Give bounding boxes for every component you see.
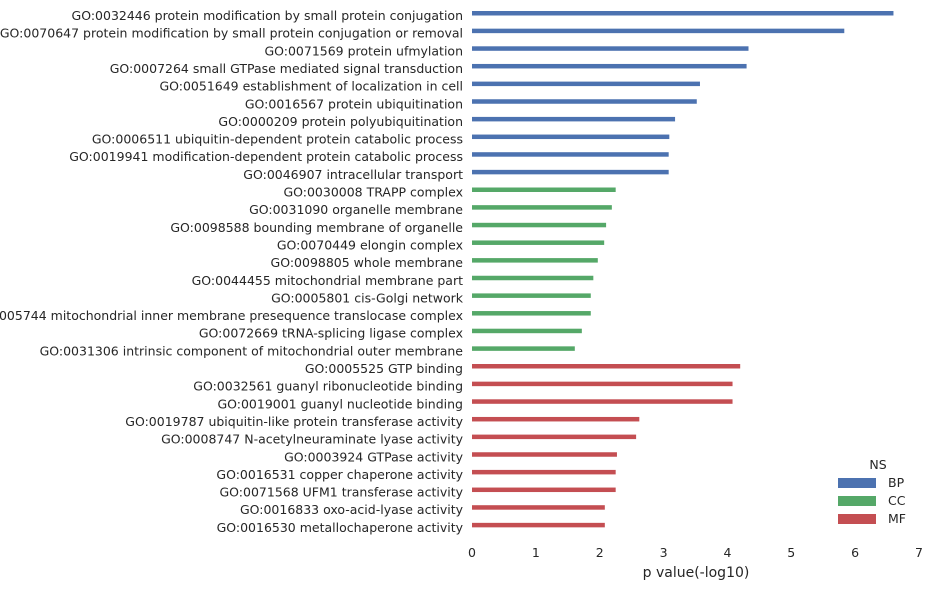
y-tick-label: GO:0070449 elongin complex	[277, 237, 463, 252]
y-tick-label: GO:0098588 bounding membrane of organell…	[170, 220, 463, 235]
x-tick-label: 0	[468, 545, 476, 560]
bar-bp	[472, 11, 894, 16]
y-tick-label: GO:0051649 establishment of localization…	[159, 79, 463, 94]
y-tick-label: GO:0000209 protein polyubiquitination	[218, 114, 463, 129]
y-tick-label: GO:0019001 guanyl nucleotide binding	[217, 396, 463, 411]
y-tick-label: GO:0032561 guanyl ribonucleotide binding	[193, 379, 463, 394]
y-tick-label: GO:0031090 organelle membrane	[249, 202, 463, 217]
bar-mf	[472, 469, 616, 475]
bar-mf	[472, 487, 616, 493]
bar-cc	[472, 187, 616, 192]
bar-cc	[472, 240, 605, 245]
y-tick-label: GO:0044455 mitochondrial membrane part	[192, 273, 463, 288]
bar-mf	[472, 434, 637, 440]
bar-bp	[472, 81, 700, 87]
bar-mf	[472, 505, 605, 510]
x-tick-label: 5	[787, 545, 795, 560]
y-tick-labels: GO:0032446 protein modification by small…	[0, 8, 464, 535]
x-tick-label: 1	[532, 545, 540, 560]
y-tick-label: GO:0031306 intrinsic component of mitoch…	[40, 343, 464, 358]
bar-bp	[472, 99, 697, 104]
legend: NS BP CC MF	[838, 457, 906, 526]
x-tick-label: 2	[596, 545, 604, 560]
bar-bp	[472, 63, 747, 69]
bar-bp	[472, 169, 669, 175]
y-tick-label: GO:0098805 whole membrane	[271, 255, 464, 270]
y-tick-label: GO:0016833 oxo-acid-lyase activity	[240, 502, 464, 517]
bar-bp	[472, 116, 676, 122]
legend-label-mf: MF	[888, 511, 906, 526]
bar-mf	[472, 399, 733, 404]
y-tick-label: GO:0008747 N-acetylneuraminate lyase act…	[161, 432, 464, 447]
x-tick-label: 3	[660, 545, 668, 560]
y-tick-label: GO:0072669 tRNA-splicing ligase complex	[199, 326, 463, 341]
bar-cc	[472, 293, 591, 298]
y-tick-label: GO:0019941 modification-dependent protei…	[69, 149, 463, 164]
y-tick-label: GO:0007264 small GTPase mediated signal …	[110, 61, 463, 76]
y-tick-label: GO:0005525 GTP binding	[305, 361, 463, 376]
bar-cc	[472, 275, 594, 281]
y-tick-label: GO:0071568 UFM1 transferase activity	[220, 485, 464, 500]
bars-group	[472, 11, 894, 528]
x-tick-labels: 0 1 2 3 4 5 6 7	[468, 545, 923, 560]
bar-cc	[472, 328, 582, 334]
legend-swatch-mf	[838, 514, 876, 524]
bar-cc	[472, 346, 575, 351]
y-tick-label: GO:0019787 ubiquitin-like protein transf…	[125, 414, 463, 429]
legend-swatch-cc	[838, 496, 876, 506]
legend-label-bp: BP	[888, 475, 905, 490]
legend-label-cc: CC	[888, 493, 906, 508]
bar-mf	[472, 364, 741, 369]
y-tick-label: GO:0016531 copper chaperone activity	[216, 467, 463, 482]
x-tick-label: 6	[851, 545, 859, 560]
y-tick-label: GO:0016530 metallochaperone activity	[217, 520, 464, 535]
bar-mf	[472, 522, 605, 528]
bar-mf	[472, 452, 617, 457]
y-tick-label: GO:0005801 cis-Golgi network	[271, 290, 464, 305]
y-tick-label: GO:0071569 protein ufmylation	[264, 43, 463, 58]
bar-bp	[472, 28, 845, 34]
y-tick-label: GO:0006511 ubiquitin-dependent protein c…	[92, 132, 463, 147]
bar-cc	[472, 222, 607, 228]
y-tick-label: GO:0032446 protein modification by small…	[72, 8, 463, 23]
bar-bp	[472, 134, 670, 140]
legend-swatch-bp	[838, 478, 876, 488]
y-tick-label: GO:0003924 GTPase activity	[284, 449, 464, 464]
y-tick-label: GO:0016567 protein ubiquitination	[245, 96, 463, 111]
bar-cc	[472, 311, 591, 316]
bar-cc	[472, 205, 612, 210]
bar-bp	[472, 152, 669, 157]
bar-cc	[472, 258, 598, 263]
x-tick-label: 4	[723, 545, 731, 560]
y-tick-label: GO:0046907 intracellular transport	[243, 167, 463, 182]
legend-title: NS	[869, 457, 886, 472]
bar-mf	[472, 416, 640, 422]
x-tick-label: 7	[915, 545, 923, 560]
x-axis-label: p value(-log10)	[643, 565, 750, 581]
y-tick-label: GO:0070647 protein modification by small…	[0, 26, 463, 41]
bar-bp	[472, 46, 749, 51]
bar-mf	[472, 381, 733, 387]
y-tick-label: GO:0005744 mitochondrial inner membrane …	[0, 308, 463, 323]
y-tick-label: GO:0030008 TRAPP complex	[283, 185, 463, 200]
